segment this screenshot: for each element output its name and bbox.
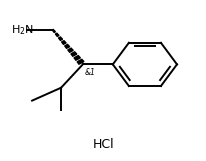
Polygon shape [64, 44, 69, 48]
Polygon shape [71, 52, 76, 56]
Text: &1: &1 [84, 68, 95, 77]
Polygon shape [61, 41, 66, 44]
Polygon shape [58, 37, 62, 40]
Text: H$_2$N: H$_2$N [11, 23, 34, 37]
Polygon shape [68, 48, 73, 52]
Text: HCl: HCl [92, 138, 114, 151]
Polygon shape [77, 59, 84, 64]
Polygon shape [55, 33, 59, 36]
Polygon shape [74, 56, 80, 60]
Polygon shape [52, 29, 55, 32]
